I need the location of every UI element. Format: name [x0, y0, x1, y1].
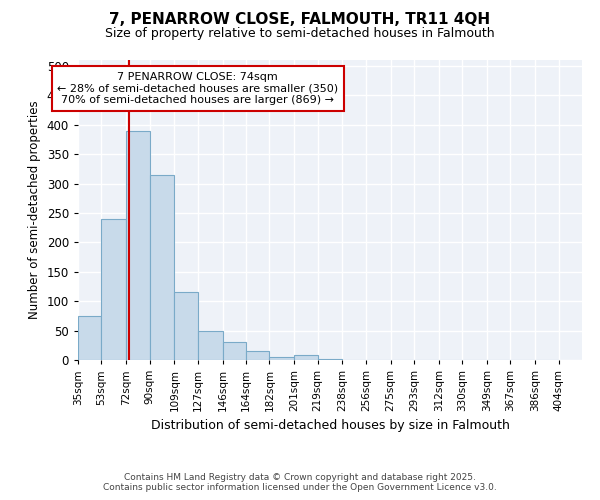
- Bar: [149, 174, 175, 360]
- X-axis label: Distribution of semi-detached houses by size in Falmouth: Distribution of semi-detached houses by …: [151, 420, 509, 432]
- Text: 7, PENARROW CLOSE, FALMOUTH, TR11 4QH: 7, PENARROW CLOSE, FALMOUTH, TR11 4QH: [109, 12, 491, 28]
- Bar: [198, 330, 223, 360]
- Bar: [101, 219, 126, 360]
- Text: 7 PENARROW CLOSE: 74sqm
← 28% of semi-detached houses are smaller (350)
70% of s: 7 PENARROW CLOSE: 74sqm ← 28% of semi-de…: [57, 72, 338, 105]
- Bar: [269, 357, 294, 360]
- Bar: [223, 342, 246, 360]
- Text: Contains HM Land Registry data © Crown copyright and database right 2025.
Contai: Contains HM Land Registry data © Crown c…: [103, 473, 497, 492]
- Bar: [294, 356, 317, 360]
- Bar: [78, 316, 101, 360]
- Bar: [175, 292, 198, 360]
- Bar: [317, 359, 343, 360]
- Bar: [126, 130, 149, 360]
- Y-axis label: Number of semi-detached properties: Number of semi-detached properties: [28, 100, 41, 320]
- Text: Size of property relative to semi-detached houses in Falmouth: Size of property relative to semi-detach…: [105, 28, 495, 40]
- Bar: [246, 351, 269, 360]
